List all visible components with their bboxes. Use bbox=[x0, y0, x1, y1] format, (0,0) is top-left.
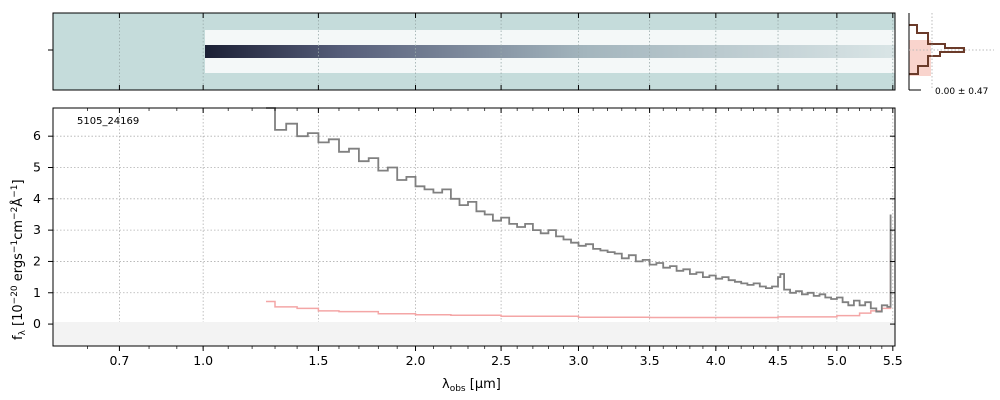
y-tick-label: 5 bbox=[33, 160, 41, 175]
histogram-inset: 0.00 ± 0.47 bbox=[908, 13, 994, 97]
y-tick-label: 2 bbox=[33, 253, 41, 268]
spectrum-2d-ticks bbox=[48, 13, 894, 90]
y-axis-title: fλ [10−20 ergs−1cm−2Å−1] bbox=[10, 179, 28, 340]
x-tick-label: 4.5 bbox=[768, 353, 788, 368]
flux-spectrum-line bbox=[266, 107, 892, 313]
x-axis-title: λobs [μm] bbox=[442, 377, 501, 394]
x-tick-label: 1.0 bbox=[193, 353, 213, 368]
zero-band bbox=[53, 322, 895, 346]
x-tick-label: 1.5 bbox=[308, 353, 328, 368]
y-tick-label: 3 bbox=[33, 222, 41, 237]
histogram-step bbox=[909, 24, 965, 75]
x-tick-label: 2.0 bbox=[406, 353, 426, 368]
y-tick-label: 4 bbox=[33, 191, 41, 206]
x-tick-label: 3.5 bbox=[640, 353, 660, 368]
spectrum-2d-panel bbox=[48, 12, 896, 91]
spectrum-2d-frame bbox=[52, 12, 896, 91]
x-tick-label: 4.0 bbox=[706, 353, 726, 368]
x-axis: 0.7 1.0 1.5 2.0 2.5 3.0 3.5 4.0 4.5 5.0 5.5 bbox=[87, 108, 903, 368]
spectrum-1d-panel: 0.7 1.0 1.5 2.0 2.5 3.0 3.5 4.0 4.5 5.0 5.5 0 1 2 3 4 5… bbox=[33, 107, 903, 368]
y-axis: 0 1 2 3 4 5 6 bbox=[33, 128, 895, 331]
object-id-label: 5105_24169 bbox=[77, 116, 139, 127]
error-spectrum-line bbox=[266, 252, 892, 319]
x-tick-label: 3.0 bbox=[569, 353, 589, 368]
x-tick-label: 2.5 bbox=[491, 353, 511, 368]
plot-area bbox=[53, 108, 895, 346]
x-tick-label: 0.7 bbox=[109, 353, 129, 368]
y-tick-label: 0 bbox=[33, 316, 41, 331]
x-tick-label: 5.0 bbox=[827, 353, 847, 368]
plot-frame bbox=[52, 107, 896, 347]
histogram-label: 0.00 ± 0.47 bbox=[935, 87, 988, 97]
spectrum-2d-trace bbox=[205, 45, 895, 58]
x-tick-label: 5.5 bbox=[883, 353, 903, 368]
y-tick-label: 1 bbox=[33, 285, 41, 300]
y-tick-label: 6 bbox=[33, 128, 41, 143]
